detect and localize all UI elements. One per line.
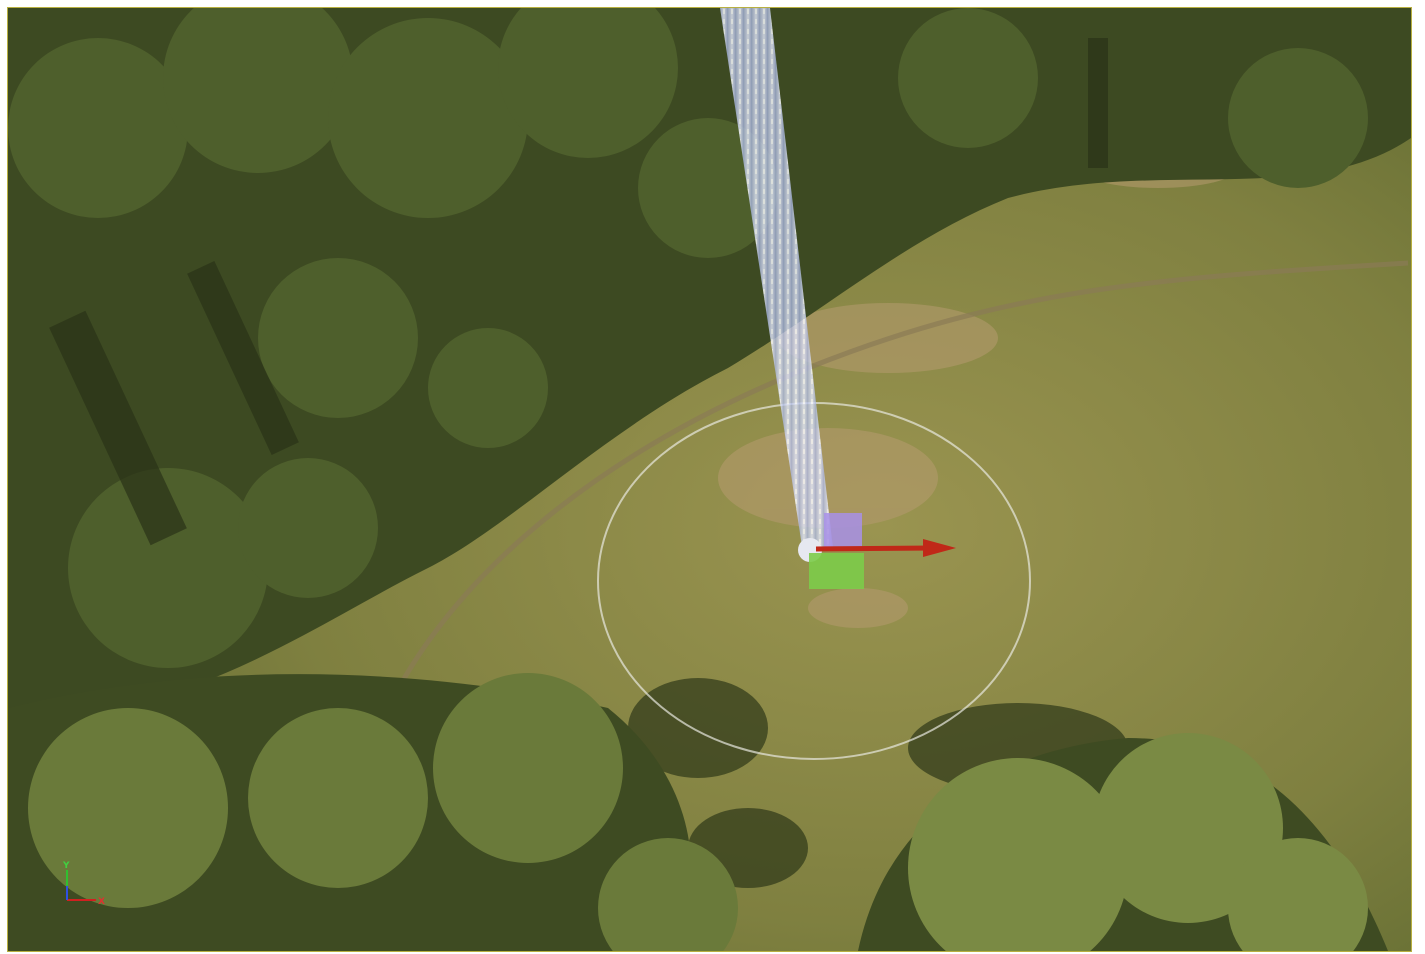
trajectory-tube[interactable]: [720, 8, 833, 553]
y-axis-label: Y: [62, 861, 70, 871]
scene: Y X: [8, 8, 1411, 951]
foreground-trees: [8, 673, 1388, 951]
scene-viewport[interactable]: Y X: [7, 7, 1412, 952]
axis-indicator: Y X: [62, 861, 105, 907]
transform-gizmo[interactable]: [809, 513, 956, 589]
x-axis-label: X: [98, 897, 105, 907]
forest: [8, 8, 1411, 728]
